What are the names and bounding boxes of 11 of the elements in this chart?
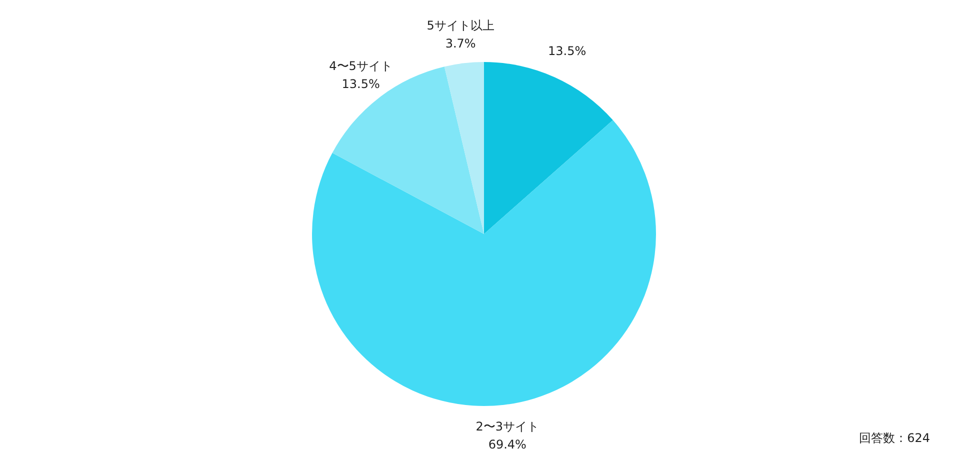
data-label: 13.5% — [342, 76, 380, 91]
pie-slice — [484, 62, 613, 234]
data-label: 13.5% — [548, 44, 586, 58]
slice-label: 2〜3サイト — [476, 420, 540, 434]
text: 回答数：624 — [859, 430, 930, 447]
data-label: 3.7% — [445, 36, 476, 50]
pie-slice — [312, 120, 656, 406]
data-label: 69.4% — [488, 438, 526, 452]
pie-slice — [444, 62, 484, 234]
slice-label: 5サイト以上 — [426, 18, 494, 32]
slice-label: 4〜5サイト — [329, 58, 392, 73]
